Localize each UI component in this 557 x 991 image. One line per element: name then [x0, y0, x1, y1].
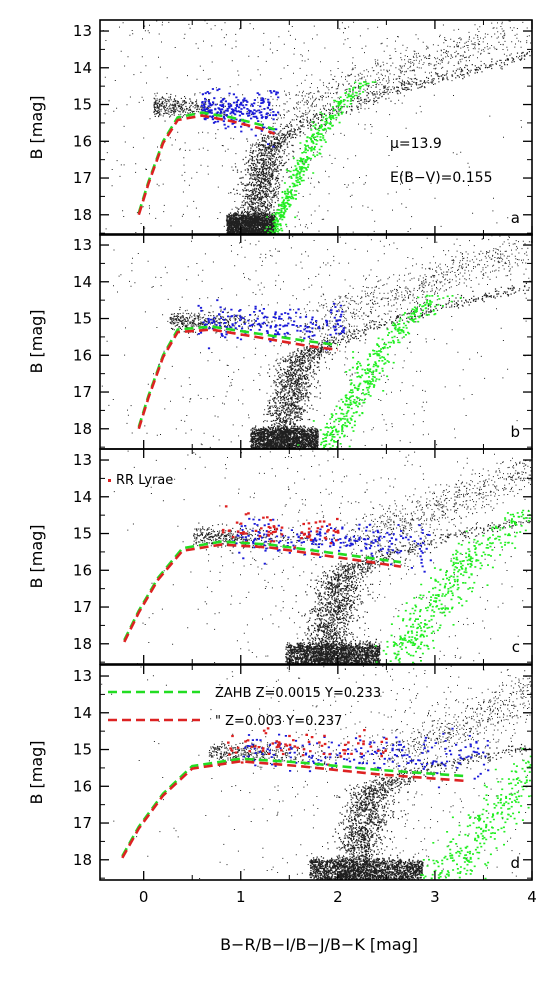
- y-tick-label: 13: [73, 667, 92, 685]
- rr-lyrae-c: [221, 505, 340, 549]
- y-tick-label: 16: [73, 132, 92, 150]
- panel-frame-a: [99, 19, 533, 236]
- y-tick-label: 15: [73, 525, 92, 543]
- y-tick-label: 15: [73, 310, 92, 328]
- y-tick-label: 16: [73, 346, 92, 364]
- panel-tag: c: [512, 638, 520, 656]
- zahb-legend-label-1: ZAHB Z=0.0015 Y=0.233: [215, 686, 381, 701]
- panel-frame-c: [99, 448, 533, 665]
- y-tick-label: 14: [73, 488, 92, 506]
- y-axis-label: B [mag]: [27, 95, 46, 159]
- panel-tag: a: [511, 209, 520, 227]
- y-tick-label: 18: [73, 206, 92, 224]
- x-tick-label: 3: [430, 888, 440, 906]
- x-axis-label: B−R/B−I/B−J/B−K [mag]: [220, 935, 418, 954]
- zahb-line-c-2: [123, 543, 402, 643]
- y-tick-label: 16: [73, 777, 92, 795]
- y-tick-label: 13: [73, 22, 92, 40]
- horizontal-branch-a: [200, 88, 280, 148]
- y-axis-label: B [mag]: [27, 309, 46, 373]
- x-tick-label: 2: [333, 888, 343, 906]
- y-tick-label: 16: [73, 561, 92, 579]
- zahb-line-a-1: [137, 111, 276, 214]
- zahb-line-d-2: [121, 759, 465, 859]
- panel-tag: b: [510, 423, 520, 441]
- zahb-legend-label-2: " Z=0.003 Y=0.237: [215, 714, 342, 729]
- panel-c: 13 14 15 16 17 18 B [mag] c RR Lyrae: [27, 448, 533, 665]
- zahb-line-c-1: [123, 540, 402, 641]
- rr-lyrae-legend-marker: [108, 479, 111, 482]
- panel-tag: d: [510, 854, 520, 872]
- reddening-label: E(B−V)=0.155: [390, 170, 493, 186]
- field-stars-b: [101, 234, 532, 449]
- y-tick-label: 13: [73, 451, 92, 469]
- y-tick-label: 15: [73, 741, 92, 759]
- y-tick-label: 14: [73, 704, 92, 722]
- y-tick-label: 18: [73, 635, 92, 653]
- zahb-line-b-2: [137, 328, 338, 430]
- panel-d: 13 14 15 16 17 18 B [mag] d ZAHB Z=0.0015 Y=0.23…: [27, 664, 533, 881]
- horizontal-branch-b: [197, 299, 345, 351]
- offset-rgb-c: [374, 509, 531, 664]
- y-tick-label: 18: [73, 420, 92, 438]
- x-tick-label: 0: [139, 888, 149, 906]
- offset-rgb-b: [297, 294, 462, 449]
- y-tick-label: 17: [73, 814, 92, 832]
- panel-b: 13 14 15 16 17 18 B [mag] b: [27, 233, 533, 450]
- y-tick-label: 14: [73, 273, 92, 291]
- panel-frame-d: [99, 664, 533, 881]
- y-tick-label: 18: [73, 851, 92, 869]
- zahb-line-b-1: [137, 325, 338, 428]
- zahb-line-d-1: [121, 757, 465, 857]
- x-tick-label: 4: [527, 888, 537, 906]
- rr-lyrae-legend-label: RR Lyrae: [116, 473, 173, 488]
- y-axis-label: B [mag]: [27, 524, 46, 588]
- y-axis-label: B [mag]: [27, 740, 46, 804]
- panel-a: 13 14 15 16 17 18 B [mag] a μ=13.9 E(B−V)=0.155: [27, 19, 533, 236]
- plot-area-b: [101, 234, 532, 449]
- plot-area-c: [113, 449, 532, 664]
- rr-lyrae-d: [227, 727, 388, 766]
- horizontal-branch-d: [242, 727, 490, 789]
- y-tick-label: 17: [73, 598, 92, 616]
- y-tick-label: 17: [73, 383, 92, 401]
- x-tick-label: 1: [236, 888, 246, 906]
- y-tick-label: 17: [73, 169, 92, 187]
- plot-area-a: [102, 20, 532, 235]
- zahb-line-a-2: [137, 114, 276, 216]
- distance-modulus-label: μ=13.9: [390, 136, 442, 152]
- offset-rgb-d: [420, 747, 532, 880]
- offset-rgb-a: [264, 81, 377, 235]
- plot-area-d: [101, 665, 532, 880]
- y-tick-label: 14: [73, 59, 92, 77]
- y-tick-label: 13: [73, 236, 92, 254]
- y-tick-label: 15: [73, 96, 92, 114]
